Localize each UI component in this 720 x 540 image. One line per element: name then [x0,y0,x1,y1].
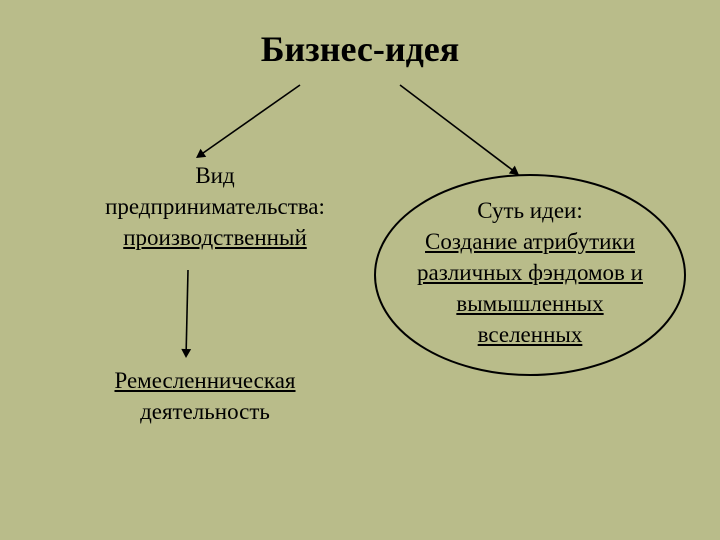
node-line: Суть идеи: [380,195,680,226]
node-idea-essence: Суть идеи: Создание атрибутики различных… [380,195,680,350]
node-line-underlined: вымышленных [380,288,680,319]
node-line-underlined: производственный [50,222,380,253]
arrow-head-icon [196,149,206,158]
node-line-underlined: Создание атрибутики [380,226,680,257]
node-line-underlined: вселенных [380,319,680,350]
node-entrepreneurship-type: Вид предпринимательства: производственны… [50,160,380,253]
arrow-line [200,85,300,155]
arrow-line [400,85,515,172]
node-line: Вид [50,160,380,191]
title-text: Бизнес-идея [261,29,460,69]
node-craft-activity: Ремесленническая деятельность [60,365,350,427]
node-line: деятельность [60,396,350,427]
node-line: предпринимательства: [50,191,380,222]
arrow-head-icon [509,166,519,175]
node-line-underlined: различных фэндомов и [380,257,680,288]
node-line-underlined: Ремесленническая [60,365,350,396]
arrow-head-icon [181,349,191,358]
arrow-line [186,270,188,353]
diagram-title: Бизнес-идея [0,28,720,70]
